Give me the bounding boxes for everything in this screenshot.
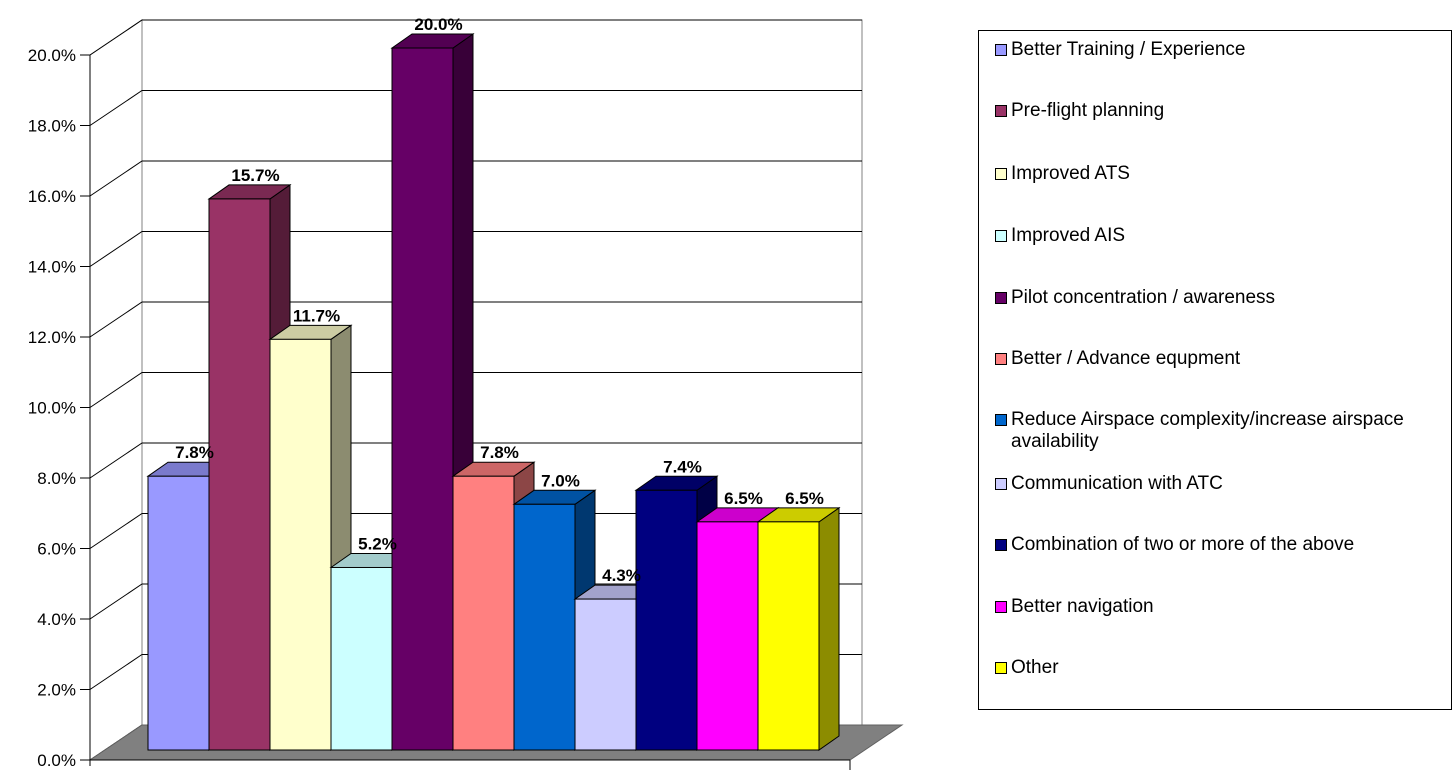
legend: Better Training / Experience Pre-flight p…	[978, 30, 1452, 710]
legend-item: Reduce Airspace complexity/increase airs…	[995, 409, 1431, 453]
data-label: 5.2%	[358, 534, 397, 553]
legend-item: Improved ATS	[995, 163, 1431, 185]
data-label: 6.5%	[724, 489, 763, 508]
data-labels: 7.8% 15.7% 11.7% 5.2% 20.0% 7.8% 7.0% 4.3% 7.4% 6…	[175, 15, 824, 585]
legend-item: Better / Advance equpment	[995, 348, 1431, 370]
data-label: 4.3%	[602, 566, 641, 585]
legend-swatch	[995, 168, 1007, 180]
y-tick-label: 14.0%	[28, 258, 76, 277]
gridline	[89, 442, 862, 479]
gridline	[89, 513, 862, 549]
bar-front	[269, 338, 332, 751]
data-label: 6.5%	[785, 489, 824, 508]
y-tick-label: 12.0%	[28, 328, 76, 347]
data-label: 20.0%	[414, 15, 462, 34]
gridline	[89, 231, 862, 267]
bars	[146, 33, 841, 751]
bar-front	[574, 598, 637, 751]
y-tick-label: 16.0%	[28, 187, 76, 206]
legend-item: Communication with ATC	[995, 473, 1431, 495]
legend-swatch	[995, 353, 1007, 365]
gridline	[89, 160, 862, 197]
legend-label: Improved ATS	[1011, 163, 1130, 184]
legend-label: Better / Advance equpment	[1011, 348, 1241, 369]
gridline	[89, 583, 862, 620]
y-tick-label: 4.0%	[37, 610, 76, 629]
data-label: 7.8%	[175, 443, 214, 462]
legend-swatch	[995, 292, 1007, 304]
y-tick-label: 18.0%	[28, 117, 76, 136]
legend-label: Communication with ATC	[1011, 473, 1223, 494]
data-label: 7.4%	[663, 457, 702, 476]
legend-item: Combination of two or more of the above	[995, 534, 1431, 556]
legend-item: Pre-flight planning	[995, 100, 1431, 122]
legend-label: Combination of two or more of the above	[1011, 534, 1355, 555]
bar	[756, 506, 841, 751]
data-label: 7.8%	[480, 443, 519, 462]
legend-swatch	[995, 105, 1007, 117]
bar-front	[391, 47, 454, 751]
legend-swatch	[995, 539, 1007, 551]
bar-front	[147, 475, 210, 751]
y-tick-label: 8.0%	[37, 469, 76, 488]
legend-swatch	[995, 662, 1007, 674]
data-label: 7.0%	[541, 471, 580, 490]
legend-label: Pre-flight planning	[1011, 100, 1165, 121]
gridlines	[89, 19, 862, 761]
legend-label: Pilot concentration / awareness	[1011, 287, 1276, 308]
legend-label: Improved AIS	[1011, 225, 1126, 246]
legend-swatch	[995, 414, 1007, 426]
legend-item: Pilot concentration / awareness	[995, 287, 1431, 309]
legend-item: Better Training / Experience	[995, 39, 1431, 61]
legend-item: Better navigation	[995, 596, 1431, 618]
data-label: 15.7%	[231, 166, 279, 185]
legend-label: Better Training / Experience	[1011, 39, 1246, 60]
y-tick-label: 0.0%	[37, 751, 76, 770]
y-tick-label: 10.0%	[28, 399, 76, 418]
gridline	[89, 19, 862, 56]
gridline	[89, 372, 862, 408]
y-tick-label: 2.0%	[37, 681, 76, 700]
legend-swatch	[995, 230, 1007, 242]
bar-front	[696, 521, 759, 751]
y-tick-label: 6.0%	[37, 540, 76, 559]
gridline	[89, 301, 862, 338]
bar-front	[208, 198, 271, 751]
legend-label: Better navigation	[1011, 596, 1154, 617]
bar-front	[513, 503, 576, 751]
legend-swatch	[995, 44, 1007, 56]
bar-front	[452, 475, 515, 751]
legend-swatch	[995, 601, 1007, 613]
bar-chart: 0.0% 2.0% 4.0% 6.0% 8.0% 10.0% 12.0% 14.0% 16.0%…	[28, 15, 904, 770]
bar-front	[330, 566, 393, 751]
gridline	[89, 90, 862, 126]
data-label: 11.7%	[293, 306, 340, 325]
bar-front	[635, 489, 698, 751]
y-tick-label: 20.0%	[28, 46, 76, 65]
legend-swatch	[995, 478, 1007, 490]
legend-item: Improved AIS	[995, 225, 1431, 247]
bar-front	[757, 521, 820, 751]
legend-item: Other	[995, 657, 1431, 679]
legend-label: Reduce Airspace complexity/increase airs…	[1011, 409, 1404, 452]
y-axis-ticks: 0.0% 2.0% 4.0% 6.0% 8.0% 10.0% 12.0% 14.0% 16.0%…	[28, 46, 851, 770]
bar-side	[818, 506, 840, 751]
legend-label: Other	[1011, 657, 1059, 678]
